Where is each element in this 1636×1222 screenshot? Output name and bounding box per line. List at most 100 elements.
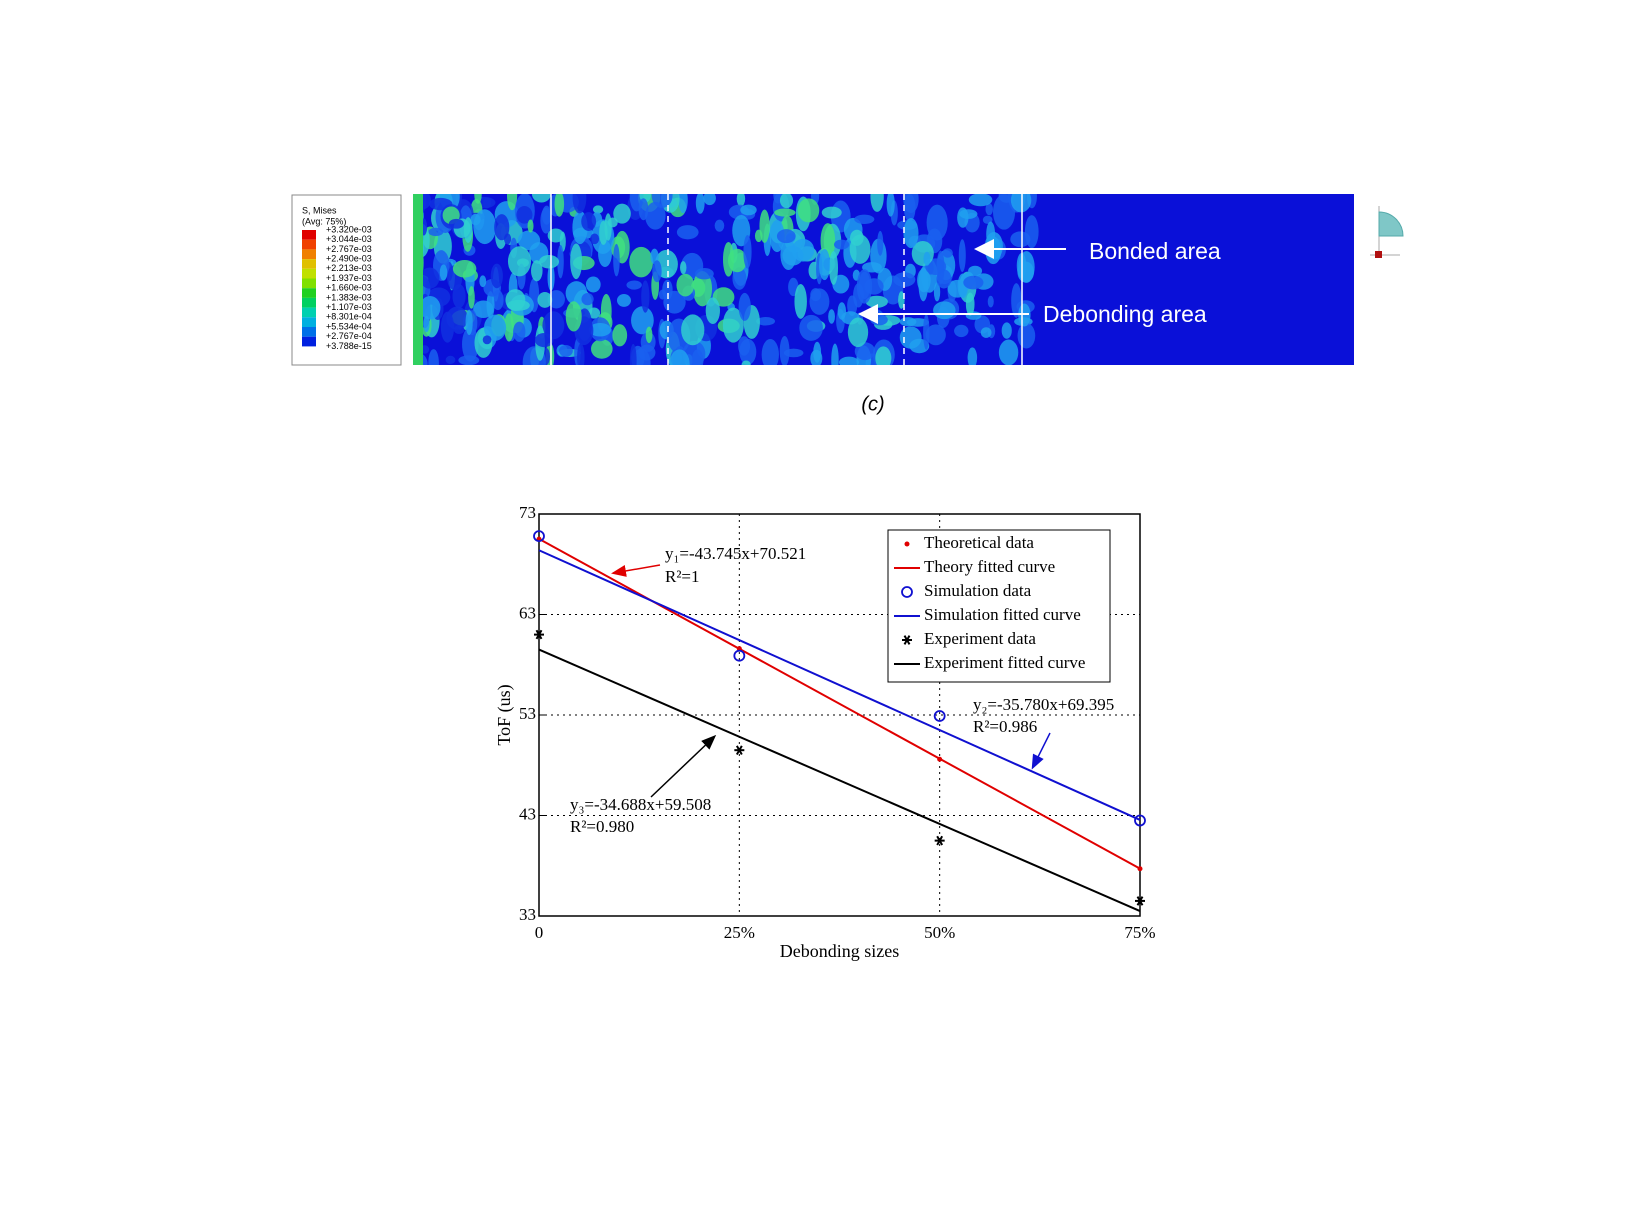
contour-blob: [722, 307, 744, 343]
contour-blob: [679, 261, 687, 275]
contour-blob: [783, 348, 804, 358]
fitted-line: [538, 648, 1141, 912]
color-band: [302, 327, 316, 337]
contour-blob: [1017, 323, 1036, 349]
contour-blob: [652, 260, 662, 283]
contour-blob: [779, 194, 794, 209]
contour-blob: [797, 198, 820, 223]
contour-blob: [714, 219, 725, 232]
contour-blob: [577, 343, 585, 365]
contour-blob: [954, 324, 969, 338]
x-tick-label: 0: [535, 923, 544, 942]
contour-blob: [537, 292, 553, 308]
contour-blob: [445, 355, 456, 365]
x-tick-label: 25%: [724, 923, 755, 942]
contour-blob: [428, 227, 444, 237]
contour-blob: [963, 275, 984, 290]
color-band: [302, 336, 316, 347]
contour-blob: [616, 294, 631, 307]
contour-blob: [507, 246, 532, 277]
contour-blob: [452, 284, 466, 309]
contour-blob: [942, 248, 953, 258]
data-point: [1137, 866, 1143, 872]
contour-blob: [482, 197, 492, 209]
data-point: [734, 745, 745, 756]
contour-blob: [681, 314, 705, 346]
debonding-label: Debonding area: [1043, 301, 1207, 327]
contour-blob: [828, 309, 835, 324]
contour-blob: [791, 238, 815, 262]
contour-blob: [756, 317, 776, 326]
contour-blob: [599, 220, 608, 245]
contour-legend-title: S, Mises: [302, 205, 337, 215]
contour-blob: [638, 198, 649, 221]
contour-blob: [761, 338, 779, 365]
contour-blob: [554, 194, 565, 217]
legend-label: Experiment fitted curve: [924, 653, 1085, 672]
level-label: +3.320e-03: [326, 224, 372, 234]
contour-blob: [691, 349, 704, 365]
color-band: [302, 230, 316, 240]
equation-label: R²=1: [665, 567, 700, 586]
contour-blob: [1024, 215, 1039, 249]
contour-blob: [676, 225, 699, 240]
contour-blob: [738, 336, 751, 356]
contour-blob: [557, 244, 564, 279]
contour-blob: [572, 194, 587, 214]
contour-blob: [419, 296, 441, 320]
contour-blob: [534, 332, 554, 348]
contour-blob: [468, 286, 475, 309]
level-label: +2.767e-04: [326, 331, 372, 341]
level-label: +2.213e-03: [326, 263, 372, 273]
contour-blob: [774, 208, 796, 217]
contour-blob: [462, 326, 479, 362]
plot-frame: [538, 513, 1141, 917]
color-band: [302, 278, 316, 289]
contour-blob: [998, 339, 1019, 365]
data-point: [733, 649, 746, 662]
contour-blob: [985, 203, 993, 216]
equation-label: y₃=-34.688x+59.508: [570, 795, 711, 814]
contour-blob: [486, 291, 495, 319]
contour-blob: [669, 349, 690, 365]
contour-blob: [1001, 322, 1012, 339]
contour-blob: [799, 314, 823, 341]
contour-blob: [527, 219, 534, 233]
contour-blob: [838, 356, 860, 365]
legend-symbol: [902, 635, 912, 645]
contour-blob: [1010, 194, 1032, 213]
contour-blob: [470, 213, 481, 226]
color-band: [302, 317, 316, 327]
contour-blob: [539, 254, 560, 269]
legend-symbol: [904, 541, 910, 547]
equation-label: y₂=-35.780x+69.395: [973, 695, 1114, 714]
contour-blob: [877, 230, 884, 256]
contour-blob: [613, 203, 631, 224]
contour-blob: [641, 280, 650, 313]
level-label: +3.044e-03: [326, 234, 372, 244]
contour-blob: [663, 290, 686, 314]
contour-blob: [590, 339, 613, 359]
x-axis-label: Debonding sizes: [780, 941, 899, 961]
level-label: +1.660e-03: [326, 283, 372, 293]
contour-blob: [856, 269, 873, 304]
contour-blob: [542, 311, 565, 340]
contour-blob: [936, 269, 952, 289]
level-label: +1.107e-03: [326, 302, 372, 312]
contour-blob: [992, 194, 1016, 230]
color-band: [302, 249, 316, 260]
contour-blob: [439, 264, 448, 281]
contour-blob: [592, 205, 604, 214]
data-point: [1134, 814, 1146, 827]
contour-blob: [837, 302, 847, 320]
contour-blob: [517, 230, 541, 251]
contour-blob: [558, 344, 573, 357]
contour-blob: [957, 207, 969, 228]
y-tick-label: 43: [519, 804, 536, 823]
contour-blob: [581, 212, 597, 231]
data-point: [533, 530, 545, 543]
contour-blob: [738, 292, 751, 321]
level-label: +2.767e-03: [326, 244, 372, 254]
contour-blob: [743, 234, 752, 269]
